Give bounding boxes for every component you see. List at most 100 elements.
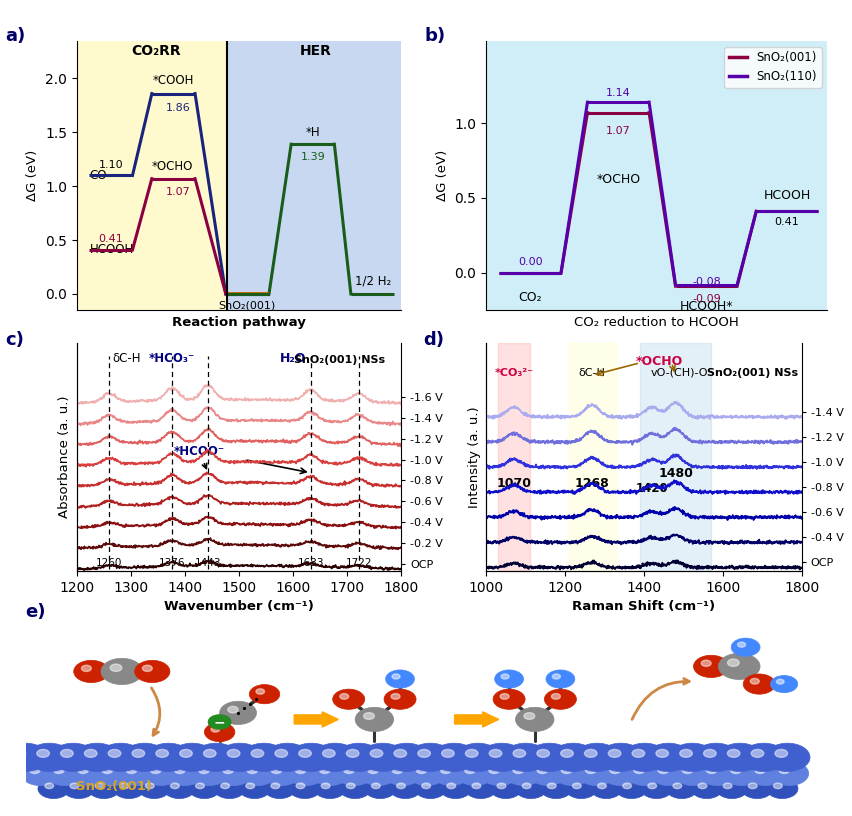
Text: *OCHO: *OCHO — [596, 174, 640, 186]
X-axis label: Raman Shift (cm⁻¹): Raman Shift (cm⁻¹) — [572, 601, 715, 614]
Circle shape — [392, 767, 402, 774]
Circle shape — [208, 715, 231, 729]
Circle shape — [132, 749, 145, 757]
Circle shape — [764, 743, 809, 771]
Circle shape — [239, 778, 270, 799]
Circle shape — [138, 778, 170, 799]
Circle shape — [740, 743, 786, 771]
Circle shape — [101, 659, 142, 685]
Circle shape — [256, 689, 264, 694]
Circle shape — [296, 783, 304, 788]
Text: HCOOH: HCOOH — [763, 189, 809, 202]
Circle shape — [775, 679, 783, 684]
Circle shape — [665, 778, 697, 799]
Y-axis label: Intensity (a. u.): Intensity (a. u.) — [467, 406, 480, 508]
Circle shape — [60, 749, 73, 757]
Circle shape — [150, 767, 161, 774]
Circle shape — [214, 778, 245, 799]
Circle shape — [515, 707, 553, 732]
Text: *OCHO: *OCHO — [636, 355, 682, 368]
Circle shape — [521, 783, 531, 788]
Circle shape — [622, 783, 630, 788]
Circle shape — [227, 707, 238, 713]
Circle shape — [584, 749, 596, 757]
Legend: SnO₂(001), SnO₂(110): SnO₂(001), SnO₂(110) — [723, 47, 820, 88]
Circle shape — [717, 654, 759, 680]
Text: SnO₂(001) NSs: SnO₂(001) NSs — [706, 368, 797, 378]
Text: 0.41: 0.41 — [98, 234, 124, 244]
Circle shape — [98, 743, 143, 771]
Circle shape — [262, 761, 301, 786]
Circle shape — [204, 722, 234, 742]
Circle shape — [416, 767, 426, 774]
Text: *H: *H — [305, 126, 320, 139]
Text: *COOH: *COOH — [153, 74, 194, 87]
Bar — [227, 24, 409, 326]
Circle shape — [214, 761, 252, 786]
Circle shape — [193, 743, 239, 771]
Circle shape — [512, 767, 523, 774]
Circle shape — [512, 749, 525, 757]
Circle shape — [101, 767, 112, 774]
Text: CO₂RR: CO₂RR — [131, 44, 181, 58]
Circle shape — [645, 743, 690, 771]
Circle shape — [499, 694, 509, 699]
Text: 1722: 1722 — [345, 558, 371, 568]
Circle shape — [590, 778, 621, 799]
Circle shape — [597, 783, 606, 788]
Circle shape — [396, 783, 405, 788]
Circle shape — [289, 743, 333, 771]
Circle shape — [146, 743, 191, 771]
Text: -0.08: -0.08 — [691, 277, 720, 287]
Circle shape — [265, 743, 309, 771]
Circle shape — [166, 761, 204, 786]
Circle shape — [219, 701, 256, 725]
Circle shape — [647, 783, 656, 788]
Circle shape — [633, 767, 644, 774]
Circle shape — [204, 749, 216, 757]
Circle shape — [78, 767, 89, 774]
Circle shape — [417, 749, 430, 757]
Circle shape — [69, 761, 107, 786]
Circle shape — [142, 665, 153, 672]
Text: 1.10: 1.10 — [99, 160, 123, 170]
Circle shape — [615, 778, 647, 799]
Text: 1443: 1443 — [194, 558, 221, 568]
Circle shape — [552, 761, 590, 786]
Circle shape — [471, 783, 481, 788]
Circle shape — [705, 767, 717, 774]
Circle shape — [640, 778, 671, 799]
Circle shape — [141, 761, 180, 786]
Circle shape — [747, 783, 757, 788]
Text: SnO₂(001): SnO₂(001) — [76, 780, 152, 793]
Text: 0.00: 0.00 — [517, 257, 542, 267]
Text: HER: HER — [299, 44, 331, 58]
Circle shape — [631, 749, 644, 757]
Circle shape — [313, 743, 357, 771]
Circle shape — [354, 707, 393, 732]
Circle shape — [295, 767, 306, 774]
Circle shape — [540, 778, 571, 799]
Circle shape — [170, 743, 215, 771]
Text: 1.14: 1.14 — [605, 87, 630, 98]
Circle shape — [500, 674, 509, 679]
Text: 1420: 1420 — [635, 481, 667, 494]
Circle shape — [536, 749, 549, 757]
Circle shape — [716, 778, 747, 799]
X-axis label: Reaction pathway: Reaction pathway — [172, 316, 305, 329]
Circle shape — [339, 694, 348, 699]
Circle shape — [29, 767, 40, 774]
Circle shape — [693, 743, 738, 771]
Circle shape — [95, 783, 104, 788]
Circle shape — [385, 670, 414, 688]
Circle shape — [359, 761, 397, 786]
Text: CO: CO — [89, 169, 107, 182]
Text: vO-(CH)-O: vO-(CH)-O — [650, 368, 707, 378]
Text: HCOOH*: HCOOH* — [679, 299, 732, 313]
Circle shape — [489, 749, 501, 757]
Circle shape — [122, 743, 167, 771]
Text: c): c) — [5, 331, 25, 349]
Circle shape — [774, 749, 786, 757]
Y-axis label: ΔG (eV): ΔG (eV) — [435, 150, 448, 201]
Circle shape — [655, 749, 668, 757]
